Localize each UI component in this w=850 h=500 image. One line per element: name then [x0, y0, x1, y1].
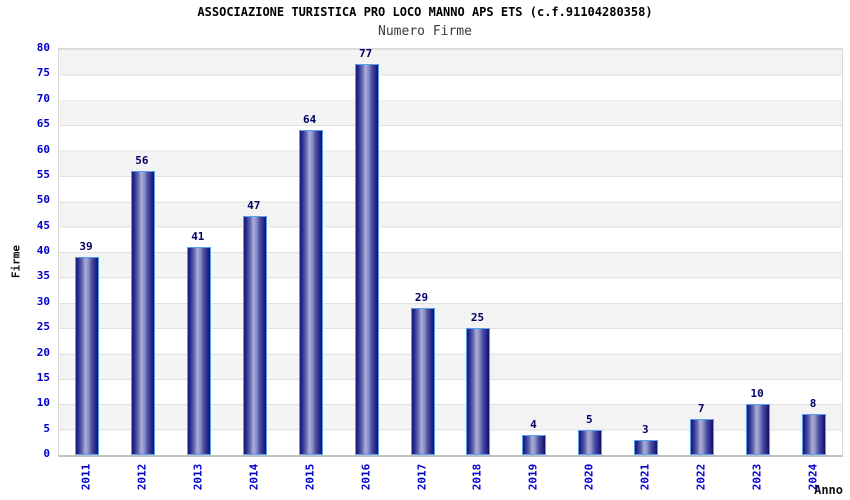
x-tick-2015: 2015 [303, 463, 317, 491]
bar-2012 [130, 170, 155, 455]
x-tick-2018: 2018 [470, 463, 484, 491]
y-tick-65: 65 [36, 117, 50, 131]
y-tick-10: 10 [36, 396, 50, 410]
bar-value-2013: 41 [191, 229, 205, 243]
chart-subtitle: Numero Firme [378, 24, 472, 39]
bar-value-2022: 7 [697, 402, 705, 416]
y-tick-0: 0 [43, 447, 50, 460]
bar-value-2016: 77 [358, 47, 373, 61]
x-tick-2023: 2023 [750, 463, 764, 491]
x-tick-2019: 2019 [526, 463, 540, 491]
y-tick-35: 35 [36, 269, 50, 283]
plot-area [58, 48, 843, 457]
x-tick-2024: 2024 [806, 463, 820, 491]
bar-2017 [410, 307, 435, 455]
x-tick-2012: 2012 [135, 463, 149, 491]
bar-value-2017: 29 [414, 290, 429, 304]
chart-title: ASSOCIAZIONE TURISTICA PRO LOCO MANNO AP… [197, 5, 653, 19]
y-tick-50: 50 [36, 193, 50, 207]
x-axis-label: Anno [814, 483, 843, 497]
x-tick-2011: 2011 [79, 463, 93, 491]
bar-value-2019: 4 [530, 417, 537, 431]
bar-2016 [354, 64, 379, 455]
bar-2021 [634, 439, 659, 455]
bar-value-2020: 5 [586, 412, 593, 426]
bar-value-2018: 25 [470, 311, 485, 325]
bar-2014 [242, 216, 267, 455]
y-tick-40: 40 [36, 244, 50, 257]
y-tick-25: 25 [36, 320, 50, 334]
bar-value-2021: 3 [641, 422, 649, 436]
y-tick-15: 15 [36, 370, 50, 384]
bar-2023 [746, 404, 771, 455]
y-tick-55: 55 [36, 167, 50, 181]
x-tick-2020: 2020 [582, 463, 596, 491]
bar-value-2012: 56 [135, 153, 149, 167]
x-tick-2016: 2016 [359, 463, 373, 491]
x-tick-2017: 2017 [415, 463, 429, 491]
y-tick-75: 75 [36, 66, 50, 80]
y-tick-30: 30 [36, 294, 50, 308]
x-tick-2022: 2022 [694, 463, 708, 491]
bar-2020 [578, 429, 603, 455]
y-tick-80: 80 [36, 41, 50, 54]
x-tick-2014: 2014 [247, 463, 261, 491]
bar-2015 [298, 130, 323, 455]
bar-value-2014: 47 [247, 199, 261, 213]
y-tick-5: 5 [43, 421, 50, 435]
bar-2011 [74, 257, 99, 455]
bar-2024 [802, 414, 827, 455]
bar-2019 [522, 434, 547, 455]
bar-2022 [690, 419, 715, 455]
bar-value-2011: 39 [79, 240, 93, 254]
bar-2013 [186, 246, 211, 455]
x-tick-2013: 2013 [191, 463, 205, 491]
bar-value-2024: 8 [809, 397, 817, 411]
x-tick-2021: 2021 [638, 463, 652, 491]
bar-value-2023: 10 [750, 387, 764, 401]
y-tick-20: 20 [36, 345, 50, 359]
y-tick-70: 70 [36, 91, 50, 105]
y-tick-60: 60 [36, 142, 50, 156]
bar-2018 [466, 328, 491, 455]
y-tick-45: 45 [36, 218, 50, 232]
bar-value-2015: 64 [303, 113, 317, 127]
